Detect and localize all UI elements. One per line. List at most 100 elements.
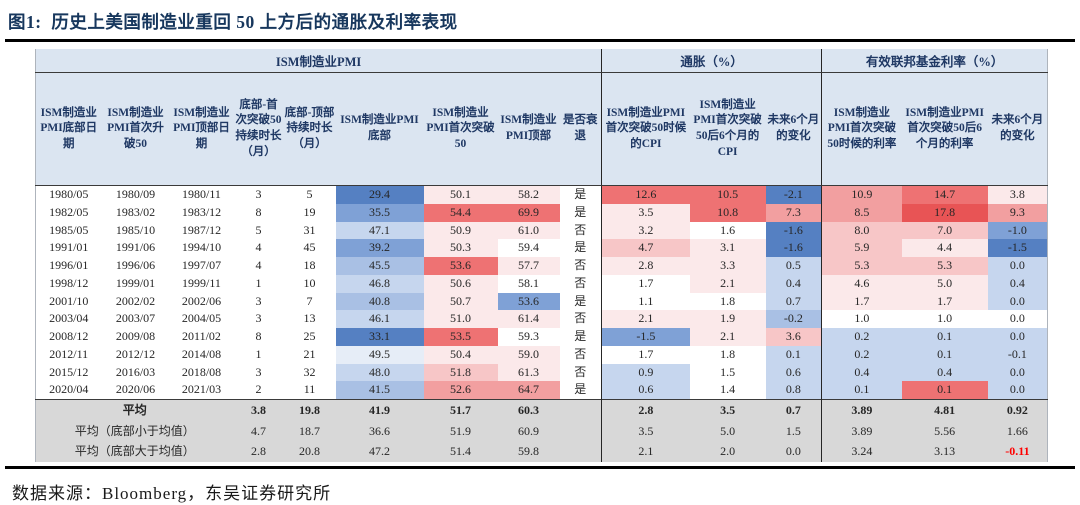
table-cell: 3.1 [689,239,766,257]
table-header: ISM制造业PMI 通胀（%） 有效联邦基金利率（%） ISM制造业PMI底部日期 I… [35,49,1048,186]
table-cell: 53.5 [423,328,498,346]
column-header-cell: 未来6个月的变化 [765,72,822,186]
table-cell: 1991/01 [49,240,89,255]
table-cell: 53.6 [497,292,560,311]
table-cell: -1.6 [765,239,822,257]
table-cell: 2012/11 [49,346,89,361]
table-cell: -0.1 [987,345,1048,364]
table-cell: 1985/05 [49,222,89,237]
table-row: 2015/12 2016/03 2018/08 3 32 48.0 51.8 61.3 否 0.9… [36,363,1048,382]
summary-row: 平均（底部小于均值） 4.7 18.7 36.6 51.9 60.9 3.5 5.0 1.5 3.… [35,420,1048,441]
table-cell: -1.6 [765,221,822,240]
table-cell: 46.1 [335,310,424,328]
table-cell: 0.6 [765,363,822,382]
table-cell: 否 [574,364,587,379]
table-cell: 3 [255,187,262,201]
table-cell: 1.1 [601,292,690,311]
table-cell: 3.2 [601,221,690,240]
table-cell: 10.8 [689,203,766,222]
table-row: 2020/04 2020/06 2021/03 2 11 41.5 52.6 64.7 是 0.6… [36,381,1048,400]
summary-cell: 0.92 [987,399,1048,421]
table-cell: 是 [574,382,587,397]
table-cell: 1980/05 [49,187,89,201]
summary-cell: 2.8 [601,399,690,421]
summary-cell: 3.24 [821,441,902,462]
table-cell: 2015/12 [49,364,89,379]
table-cell: 0.0 [987,257,1048,275]
table-cell: 2008/12 [49,329,89,343]
summary-cell: 36.6 [335,420,424,441]
table-cell: 7 [306,293,313,308]
summary-row: 平均 3.8 19.8 41.9 51.7 60.3 2.8 3.5 0.7 3.89 4.81 0.… [35,399,1048,421]
table-cell: 否 [574,222,587,237]
table-row: 2003/04 2003/07 2004/05 3 13 46.1 51.0 61.4 否 2.1… [36,310,1048,328]
table-cell: 5.0 [901,274,988,293]
table-cell: 否 [574,275,587,290]
column-header-cell: ISM制造业PMI顶部日期 [169,72,234,186]
table-cell: 1999/11 [182,275,221,290]
summary-cell: 41.9 [335,399,424,421]
table-row: 2001/10 2002/02 2002/06 3 7 40.8 50.7 53.6 是 1.1 1… [36,292,1048,311]
summary-cell: 1.5 [765,420,822,441]
column-header-cell: ISM制造业PMI底部日期 [35,72,102,186]
table-cell: 2.1 [601,310,690,328]
table-cell: 59.4 [518,240,539,255]
table-cell: 0.1 [901,345,988,364]
table-cell: 0.1 [765,345,822,364]
table-cell: 5 [306,187,313,201]
table-cell: 8 [255,204,262,219]
table-cell: 1 [255,275,262,290]
table-cell: 1.9 [689,310,766,328]
table-cell: 52.6 [423,381,498,400]
table-cell: 46.8 [335,274,424,293]
column-header-cell: ISM制造业PMI首次突破50时候的CPI [601,72,690,186]
table-cell: 51.8 [423,363,498,382]
table-cell: 1.8 [720,346,736,361]
summary-cell: 20.8 [283,441,336,462]
summary-cell: 1.66 [987,420,1048,441]
summary-cell: 59.8 [497,441,560,462]
summary-label: 平均 [35,399,234,421]
summary-cell: 51.9 [423,420,498,441]
table-cell: 54.4 [423,203,498,222]
table-cell: 10.9 [821,185,902,204]
table-row: 1980/05 1980/09 1980/11 3 5 29.4 50.1 58.2 是 12.6… [36,185,1048,204]
table-cell: 5.3 [901,257,988,275]
table-row: 2008/12 2009/08 2011/02 8 25 33.1 53.5 59.3 是 -1.… [36,328,1048,346]
table-cell: 1996/06 [115,258,156,272]
table-cell: 58.1 [518,275,539,290]
table-cell: 2.1 [689,328,766,346]
table-cell: 1980/09 [115,187,156,201]
table-cell: 5 [255,222,262,237]
table-cell: 8.0 [821,221,902,240]
summary-cell: 47.2 [335,441,424,462]
table-cell: 35.5 [335,203,424,222]
table-cell: 4.7 [601,239,690,257]
table-cell: 2002/06 [181,293,222,308]
table-cell: 0.0 [987,292,1048,311]
table-cell: 3.6 [765,328,822,346]
summary-cell: 2.0 [689,441,766,462]
pmi-inflation-rate-table: ISM制造业PMI 通胀（%） 有效联邦基金利率（%） ISM制造业PMI底部日期 I… [35,49,1049,462]
table-cell: 49.5 [335,345,424,364]
summary-cell: 0.7 [765,399,822,421]
table-cell: 3 [255,364,262,379]
column-header-cell: ISM制造业PMI首次突破50 [423,72,498,186]
bottom-divider [5,465,1075,469]
table-cell: 2001/10 [49,293,89,308]
table-summary: 平均 3.8 19.8 41.9 51.7 60.3 2.8 3.5 0.7 3.89 4.81 0.… [35,399,1048,462]
table-cell: 2018/08 [181,364,222,379]
table-cell: 4.4 [901,239,988,257]
table-cell: 40.8 [335,292,424,311]
summary-cell: 5.0 [689,420,766,441]
table-cell: 2020/06 [115,382,156,397]
table-cell: 41.5 [335,381,424,400]
table-cell: 4 [255,240,262,255]
table-cell: 是 [574,329,587,343]
table-cell: 是 [574,187,587,201]
table-cell: 2.8 [601,257,690,275]
summary-cell [559,441,602,462]
table-cell: 1987/12 [181,222,222,237]
table-cell: 8.5 [821,203,902,222]
table-cell: 1.5 [720,364,736,379]
